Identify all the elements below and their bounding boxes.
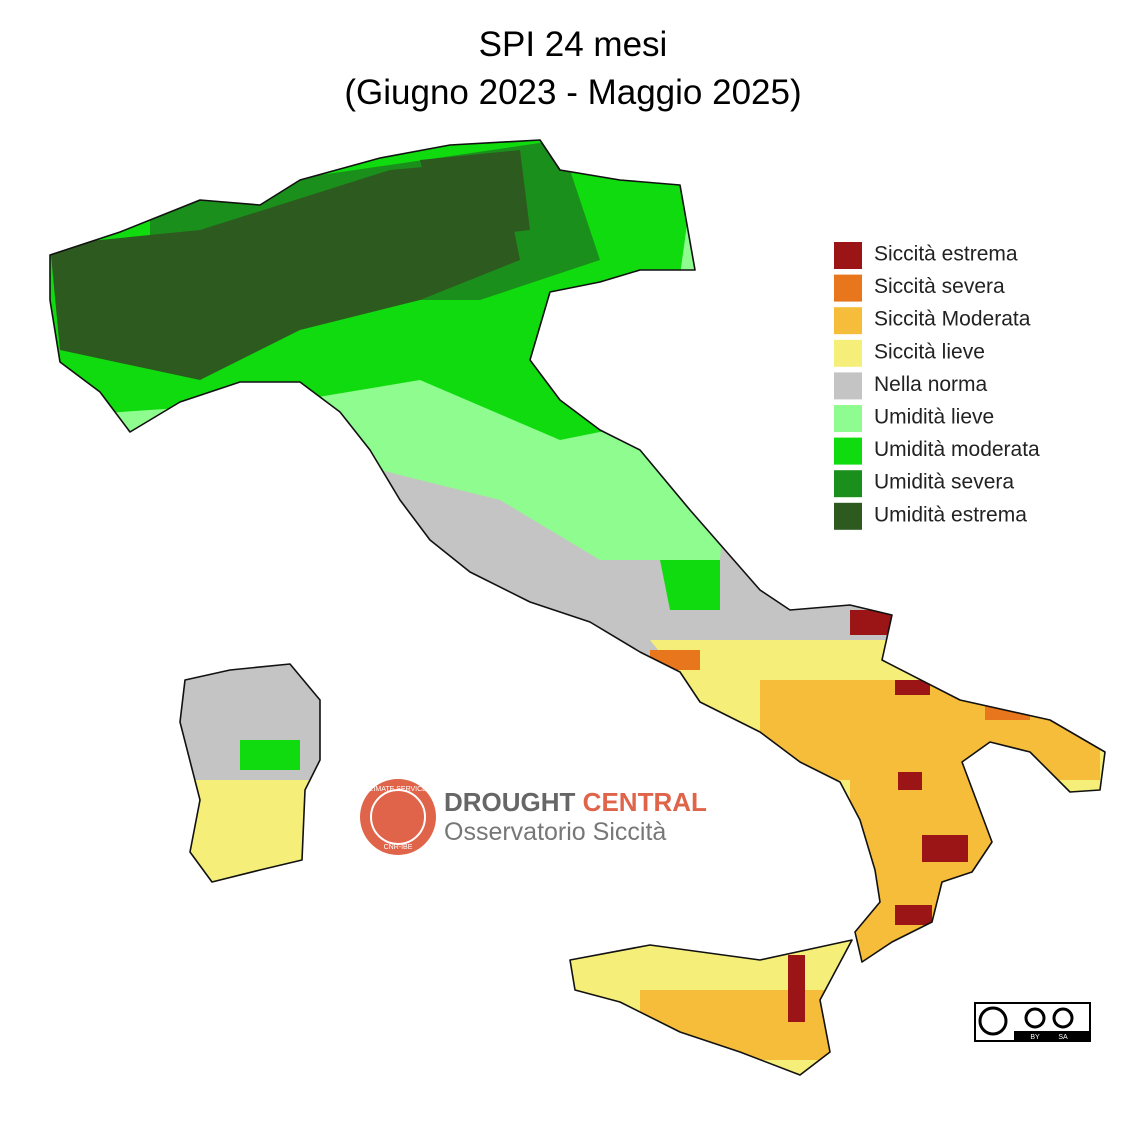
map-zone bbox=[850, 610, 895, 635]
map-zone bbox=[895, 905, 932, 925]
badge-by bbox=[1024, 1007, 1046, 1029]
legend-swatch bbox=[834, 437, 862, 465]
map-zone bbox=[180, 780, 330, 900]
map-zone bbox=[420, 150, 530, 240]
logo-name-second: CENTRAL bbox=[583, 787, 707, 817]
logo-ring-text: CLIMATE SERVICES bbox=[364, 786, 431, 793]
title-line: SPI 24 mesi bbox=[479, 25, 668, 64]
map-zone bbox=[240, 740, 300, 770]
license-badge: BY SA bbox=[974, 1002, 1091, 1042]
map-zone bbox=[922, 835, 968, 862]
logo-ring-text: CNR-IBE bbox=[384, 844, 413, 851]
legend-swatch bbox=[834, 502, 862, 530]
badge-strip bbox=[1014, 1031, 1090, 1041]
legend-label: Umidità lieve bbox=[874, 406, 994, 429]
legend-label: Siccità lieve bbox=[874, 340, 985, 363]
badge-sa bbox=[1052, 1007, 1074, 1029]
map-zone bbox=[788, 955, 805, 1022]
legend-swatch bbox=[834, 339, 862, 367]
legend-swatch bbox=[834, 470, 862, 498]
map-zone bbox=[895, 680, 930, 695]
title-line: (Giugno 2023 - Maggio 2025) bbox=[344, 73, 801, 112]
logo-ring bbox=[370, 789, 426, 845]
legend-label: Umidità severa bbox=[874, 471, 1014, 494]
map-zone bbox=[660, 560, 720, 610]
map-zone bbox=[50, 160, 520, 380]
legend-swatch bbox=[834, 307, 862, 335]
logo: CLIMATE SERVICES CNR-IBE DROUGHT CENTRAL… bbox=[360, 779, 707, 855]
legend-label: Siccità severa bbox=[874, 275, 1005, 298]
legend-label: Umidità estrema bbox=[874, 503, 1027, 526]
map-zone bbox=[898, 772, 922, 790]
badge-cc bbox=[978, 1006, 1008, 1036]
legend-label: Siccità estrema bbox=[874, 243, 1018, 266]
badge-label: SA bbox=[1058, 1034, 1068, 1041]
legend-label: Siccità Moderata bbox=[874, 308, 1031, 331]
badge-label: BY bbox=[1030, 1034, 1040, 1041]
legend-swatch bbox=[834, 242, 862, 269]
legend-label: Nella norma bbox=[874, 373, 988, 396]
legend-swatch bbox=[834, 372, 862, 400]
legend-swatch bbox=[834, 274, 862, 302]
logo-name-first: DROUGHT bbox=[444, 787, 576, 817]
legend: Siccità estrema Siccità severa Siccità Mod… bbox=[834, 242, 1040, 530]
legend-swatch bbox=[834, 405, 862, 432]
logo-name: DROUGHT CENTRAL bbox=[444, 787, 707, 817]
logo-subtitle: Osservatorio Siccità bbox=[444, 818, 666, 846]
map-zone bbox=[850, 780, 1000, 960]
legend-label: Umidità moderata bbox=[874, 438, 1040, 461]
